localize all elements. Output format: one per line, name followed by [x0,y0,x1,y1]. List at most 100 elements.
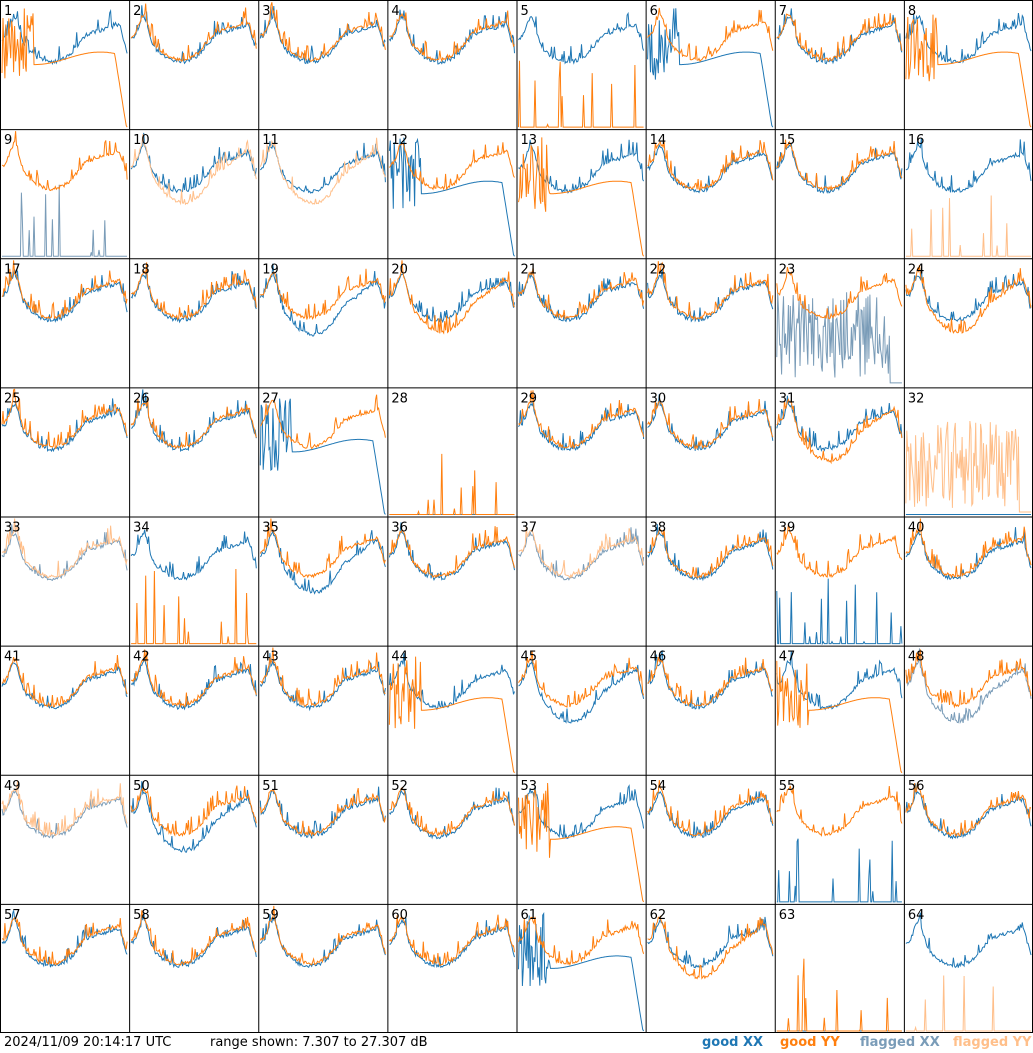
series-xx-52 [389,787,515,840]
panel-5: 5 [518,4,645,128]
panel-label-28: 28 [391,391,408,406]
series-yy-55 [776,785,903,837]
series-xx-21 [518,273,645,323]
range-label: range shown: 7.307 to 27.307 dB [210,1035,428,1050]
series-xx-19 [259,263,386,337]
series-yy-10 [130,134,257,206]
series-xx-14 [647,143,774,194]
panel-58: 58 [130,908,257,969]
series-yy-13 [518,137,645,257]
series-yy-17 [1,260,128,320]
panel-label-61: 61 [521,908,538,923]
series-yy-61 [518,916,645,967]
series-yy-58 [130,910,257,966]
series-xx-31 [776,395,903,452]
panel-20: 20 [388,260,515,335]
series-xx-18 [130,267,257,324]
panel-16: 16 [905,133,1032,257]
series-yy-3 [260,2,386,63]
panel-15: 15 [776,133,903,194]
panel-label-16: 16 [908,133,925,148]
panel-label-55: 55 [779,779,796,794]
series-xx-55 [776,838,902,903]
panel-label-38: 38 [650,521,667,536]
panel-60: 60 [389,908,515,969]
series-yy-9 [1,131,128,192]
series-xx-46 [647,650,773,710]
panel-1: 1 [1,4,128,128]
panel-6: 6 [647,4,774,128]
panel-11: 11 [259,133,386,205]
panel-label-30: 30 [650,391,667,406]
panel-53: 53 [518,779,645,903]
panel-label-58: 58 [133,908,150,923]
panel-8: 8 [905,4,1032,128]
panel-4: 4 [388,4,515,65]
panel-label-12: 12 [391,133,408,148]
panel-label-27: 27 [262,391,279,406]
series-xx-9 [2,184,128,257]
legend-flagged-yy: flagged YY [953,1035,1032,1050]
series-yy-43 [260,647,386,708]
panel-23: 23 [776,262,903,384]
series-yy-28 [389,453,515,515]
panel-label-9: 9 [4,133,12,148]
series-yy-8 [905,14,1032,128]
panel-label-43: 43 [262,650,279,665]
panel-51: 51 [259,779,386,839]
panel-30: 30 [647,391,774,451]
panel-55: 55 [776,779,903,903]
panel-label-40: 40 [908,521,925,536]
panel-label-54: 54 [650,779,667,794]
panel-label-11: 11 [262,133,279,148]
series-yy-48 [905,649,1032,709]
series-yy-18 [131,262,257,321]
series-yy-34 [131,568,257,645]
panel-label-2: 2 [133,4,141,19]
series-xx-16 [905,137,1032,194]
series-xx-27 [259,398,386,515]
series-yy-31 [776,398,903,465]
series-xx-53 [518,784,645,839]
panel-44: 44 [388,650,515,774]
legend-good-xx: good XX [702,1035,764,1050]
panel-2: 2 [130,3,257,65]
series-xx-29 [518,402,645,452]
panel-46: 46 [647,650,774,710]
panel-59: 59 [259,905,386,969]
panel-label-23: 23 [779,262,796,277]
panel-28: 28 [389,391,515,515]
panel-label-45: 45 [521,650,538,665]
panel-label-60: 60 [391,908,408,923]
panel-56: 56 [905,779,1032,840]
panel-37: 37 [518,521,645,581]
series-xx-17 [1,269,128,323]
series-yy-38 [647,528,774,579]
panel-label-35: 35 [262,521,279,536]
series-xx-50 [130,781,257,853]
panel-42: 42 [130,649,257,711]
series-yy-54 [647,779,774,837]
panel-label-39: 39 [779,521,796,536]
series-xx-45 [518,659,645,724]
series-yy-12 [389,142,515,191]
series-yy-14 [647,139,774,192]
panel-18: 18 [130,262,257,324]
panel-label-14: 14 [650,133,667,148]
panel-32: 32 [905,391,1031,515]
panel-label-3: 3 [262,4,270,19]
panel-49: 49 [1,779,128,840]
panel-label-6: 6 [650,4,658,19]
panel-label-18: 18 [133,262,150,277]
panel-label-41: 41 [4,650,21,665]
series-xx-4 [388,9,515,65]
series-yy-23 [776,266,903,320]
panel-label-4: 4 [391,4,399,19]
footer: 2024/11/09 20:14:17 UTC range shown: 7.3… [0,1033,1033,1053]
panel-label-22: 22 [650,262,667,277]
series-yy-64 [905,975,1031,1032]
series-yy-44 [388,656,515,774]
series-xx-12 [388,137,515,257]
panel-label-31: 31 [779,391,796,406]
